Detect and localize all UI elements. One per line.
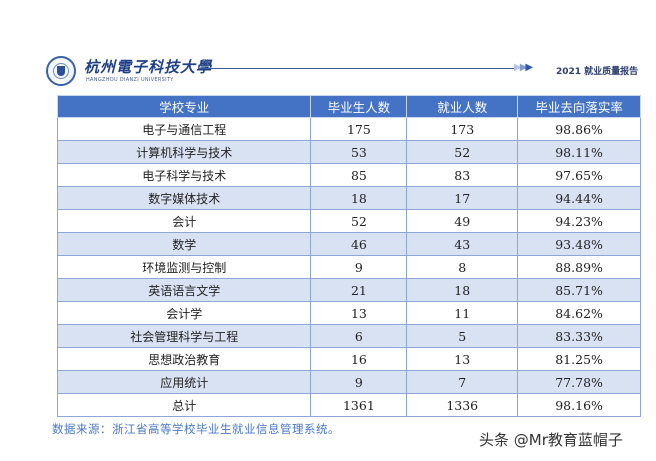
- major-cell: 电子与通信工程: [56, 117, 312, 141]
- table-row: 电子与通信工程 175 173 98.86%: [56, 117, 641, 141]
- graduates-cell: 53: [310, 140, 408, 164]
- table-row: 环境监测与控制 9 8 88.89%: [56, 255, 641, 279]
- rate-cell: 93.48%: [517, 232, 641, 256]
- employed-cell: 5: [406, 324, 519, 348]
- rate-cell: 98.11%: [517, 140, 641, 164]
- major-cell: 应用统计: [56, 370, 312, 394]
- major-cell: 思想政治教育: [56, 347, 312, 371]
- major-cell: 总计: [56, 393, 312, 417]
- table-row: 会计学 13 11 84.62%: [56, 301, 641, 325]
- column-header-employed: 就业人数: [406, 95, 519, 118]
- table-row: 电子科学与技术 85 83 97.65%: [56, 163, 641, 187]
- rate-cell: 98.16%: [517, 393, 641, 417]
- major-cell: 环境监测与控制: [56, 255, 312, 279]
- column-header-rate: 毕业去向落实率: [517, 95, 641, 118]
- major-cell: 会计: [56, 209, 312, 233]
- major-cell: 英语语言文学: [56, 278, 312, 302]
- graduates-cell: 46: [310, 232, 408, 256]
- employed-cell: 11: [406, 301, 519, 325]
- rate-cell: 83.33%: [517, 324, 641, 348]
- employed-cell: 8: [406, 255, 519, 279]
- major-cell: 数学: [56, 232, 312, 256]
- table-row: 应用统计 9 7 77.78%: [56, 370, 641, 394]
- rate-cell: 85.71%: [517, 278, 641, 302]
- employed-cell: 52: [406, 140, 519, 164]
- graduates-cell: 9: [310, 370, 408, 394]
- rate-cell: 84.62%: [517, 301, 641, 325]
- rate-cell: 88.89%: [517, 255, 641, 279]
- table-row: 英语语言文学 21 18 85.71%: [56, 278, 641, 302]
- column-header-graduates: 毕业生人数: [310, 95, 408, 118]
- university-seal-icon: [46, 56, 76, 86]
- major-cell: 计算机科学与技术: [56, 140, 312, 164]
- watermark: 头条 @Mr教育蓝帽子: [479, 431, 623, 449]
- triple-chevron-right-icon: ▶▶▶: [514, 62, 533, 73]
- employed-cell: 173: [406, 117, 519, 141]
- graduates-cell: 52: [310, 209, 408, 233]
- employed-cell: 49: [406, 209, 519, 233]
- graduates-cell: 16: [310, 347, 408, 371]
- rate-cell: 97.65%: [517, 163, 641, 187]
- employed-cell: 17: [406, 186, 519, 210]
- table-row: 数学 46 43 93.48%: [56, 232, 641, 256]
- employment-table: 学校专业 毕业生人数 就业人数 毕业去向落实率 电子与通信工程 175 173 98.…: [56, 95, 641, 417]
- graduates-cell: 175: [310, 117, 408, 141]
- graduates-cell: 18: [310, 186, 408, 210]
- employed-cell: 83: [406, 163, 519, 187]
- employed-cell: 13: [406, 347, 519, 371]
- column-header-major: 学校专业: [56, 95, 312, 118]
- employed-cell: 18: [406, 278, 519, 302]
- graduates-cell: 6: [310, 324, 408, 348]
- report-title: 2021 就业质量报告: [556, 67, 639, 77]
- rate-cell: 81.25%: [517, 347, 641, 371]
- graduates-cell: 1361: [310, 393, 408, 417]
- employed-cell: 43: [406, 232, 519, 256]
- table-header-row: 学校专业 毕业生人数 就业人数 毕业去向落实率: [56, 95, 641, 118]
- table-row: 社会管理科学与工程 6 5 83.33%: [56, 324, 641, 348]
- rate-cell: 94.44%: [517, 186, 641, 210]
- rate-cell: 77.78%: [517, 370, 641, 394]
- major-cell: 电子科学与技术: [56, 163, 312, 187]
- employed-cell: 7: [406, 370, 519, 394]
- report-header: 杭州電子科技大學 HANGZHOU DIANZI UNIVERSITY ▶▶▶ …: [44, 54, 656, 90]
- university-name: 杭州電子科技大學: [84, 58, 213, 76]
- employed-cell: 1336: [406, 393, 519, 417]
- graduates-cell: 21: [310, 278, 408, 302]
- table-total-row: 总计 1361 1336 98.16%: [56, 393, 641, 417]
- rate-cell: 98.86%: [517, 117, 641, 141]
- graduates-cell: 13: [310, 301, 408, 325]
- table-row: 计算机科学与技术 53 52 98.11%: [56, 140, 641, 164]
- rate-cell: 94.23%: [517, 209, 641, 233]
- university-name-en: HANGZHOU DIANZI UNIVERSITY: [86, 77, 174, 83]
- table-row: 思想政治教育 16 13 81.25%: [56, 347, 641, 371]
- major-cell: 数字媒体技术: [56, 186, 312, 210]
- header-divider: [198, 68, 516, 69]
- table-row: 数字媒体技术 18 17 94.44%: [56, 186, 641, 210]
- data-source-note: 数据来源：浙江省高等学校毕业生就业信息管理系统。: [52, 422, 340, 436]
- graduates-cell: 9: [310, 255, 408, 279]
- major-cell: 会计学: [56, 301, 312, 325]
- table-row: 会计 52 49 94.23%: [56, 209, 641, 233]
- major-cell: 社会管理科学与工程: [56, 324, 312, 348]
- graduates-cell: 85: [310, 163, 408, 187]
